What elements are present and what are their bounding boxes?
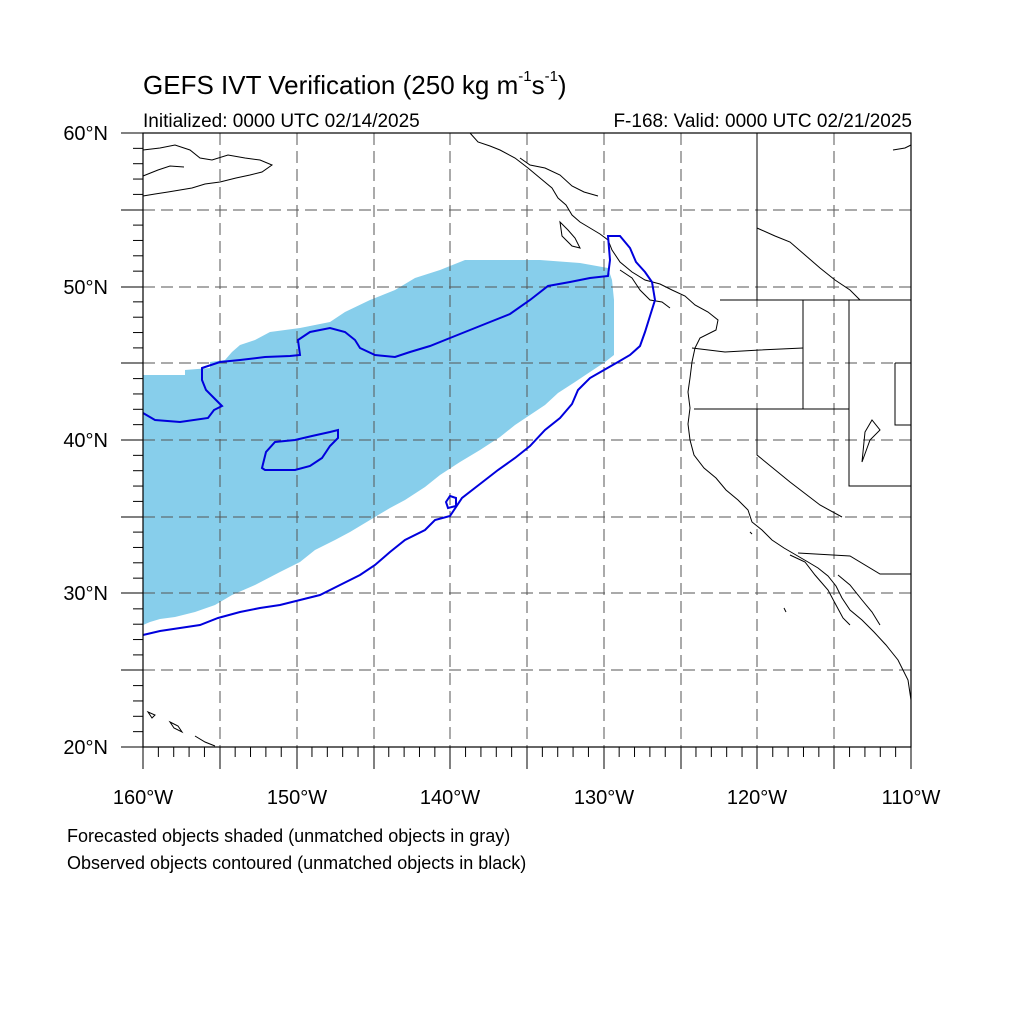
legend-observed-note: Observed objects contoured (unmatched ob…	[67, 853, 527, 873]
lon-label-120w: 120°W	[727, 787, 787, 809]
lon-label-140w: 140°W	[420, 787, 480, 809]
coastlines	[142, 132, 912, 747]
lon-label-160w: 160°W	[113, 787, 173, 809]
lat-label-50n: 50°N	[63, 277, 108, 299]
observed-contour-inner	[260, 428, 339, 471]
lon-label-150w: 150°W	[267, 787, 327, 809]
observed-contour-small	[444, 494, 457, 510]
initialized-time: Initialized: 0000 UTC 02/14/2025	[143, 111, 420, 132]
lat-label-40n: 40°N	[63, 430, 108, 452]
lon-label-130w: 130°W	[574, 787, 634, 809]
lat-label-30n: 30°N	[63, 583, 108, 605]
legend-forecast-note: Forecasted objects shaded (unmatched obj…	[67, 826, 511, 846]
observed-contours	[142, 235, 657, 636]
minor-tick-marks	[133, 147, 897, 757]
observed-contour-main	[142, 235, 657, 636]
lat-label-60n: 60°N	[63, 123, 108, 145]
lon-label-110w: 110°W	[882, 787, 941, 809]
tick-marks	[121, 132, 912, 769]
valid-time: F-168: Valid: 0000 UTC 02/21/2025	[613, 111, 912, 132]
forecast-object-fill	[143, 260, 614, 625]
lat-label-20n: 20°N	[63, 737, 108, 759]
map-title: GEFS IVT Verification (250 kg m-1s-1)	[143, 68, 567, 100]
graticule	[143, 133, 911, 747]
